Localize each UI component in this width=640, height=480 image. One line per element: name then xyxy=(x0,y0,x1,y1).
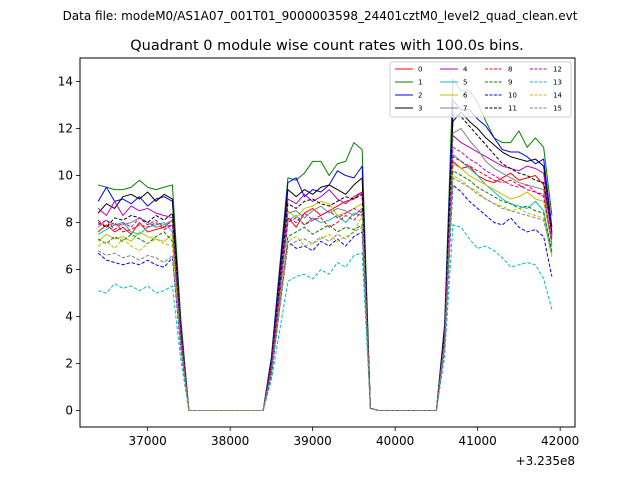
y-tick-label: 6 xyxy=(65,263,73,277)
y-tick-label: 8 xyxy=(65,216,73,230)
series-line-5 xyxy=(97,153,553,412)
legend-label-3: 3 xyxy=(418,105,422,113)
series-line-3 xyxy=(97,111,553,412)
legend-label-2: 2 xyxy=(418,92,422,100)
series-line-9 xyxy=(97,170,553,412)
legend-label-11: 11 xyxy=(508,105,517,113)
legend-label-7: 7 xyxy=(463,105,467,113)
legend-label-5: 5 xyxy=(463,79,467,87)
y-tick-label: 2 xyxy=(65,357,73,371)
x-tick-label: 38000 xyxy=(211,434,249,448)
series-line-14 xyxy=(97,175,553,412)
x-tick-label: 42000 xyxy=(541,434,579,448)
plot-frame xyxy=(79,57,576,428)
legend-label-0: 0 xyxy=(418,66,422,74)
x-axis: 37000 38000 39000 40000 41000 42000 xyxy=(129,427,579,448)
chart-title: Quadrant 0 module wise count rates with … xyxy=(130,38,524,54)
legend-label-1: 1 xyxy=(418,79,422,87)
x-tick-label: 41000 xyxy=(459,434,497,448)
chart-suptitle: Data file: modeM0/AS1A07_001T01_90000035… xyxy=(63,9,578,23)
legend-label-8: 8 xyxy=(508,66,512,74)
series-line-8 xyxy=(97,156,553,412)
x-offset-label: +3.235e8 xyxy=(516,454,575,468)
legend-label-12: 12 xyxy=(553,66,562,74)
x-tick-label: 39000 xyxy=(294,434,332,448)
x-tick-label: 37000 xyxy=(129,434,167,448)
y-tick-label: 0 xyxy=(65,404,73,418)
y-tick-label: 10 xyxy=(58,169,73,183)
y-tick-label: 14 xyxy=(58,75,73,89)
legend-label-9: 9 xyxy=(508,79,512,87)
legend-label-15: 15 xyxy=(553,105,562,113)
legend-frame xyxy=(389,61,572,118)
series-line-4 xyxy=(97,135,553,412)
x-tick-label: 40000 xyxy=(376,434,414,448)
series-line-13 xyxy=(98,224,553,412)
series-line-6 xyxy=(97,163,553,412)
series-line-11 xyxy=(97,113,553,412)
series-layer xyxy=(97,78,553,412)
legend-label-10: 10 xyxy=(508,92,517,100)
y-tick-label: 4 xyxy=(65,310,73,324)
legend-label-6: 6 xyxy=(463,92,468,100)
legend-label-4: 4 xyxy=(463,66,468,74)
legend-label-14: 14 xyxy=(553,92,562,100)
series-line-12 xyxy=(97,146,553,412)
y-axis: 0 2 4 6 8 10 12 14 xyxy=(58,75,80,418)
legend-label-13: 13 xyxy=(553,79,562,87)
y-tick-label: 12 xyxy=(58,122,73,136)
